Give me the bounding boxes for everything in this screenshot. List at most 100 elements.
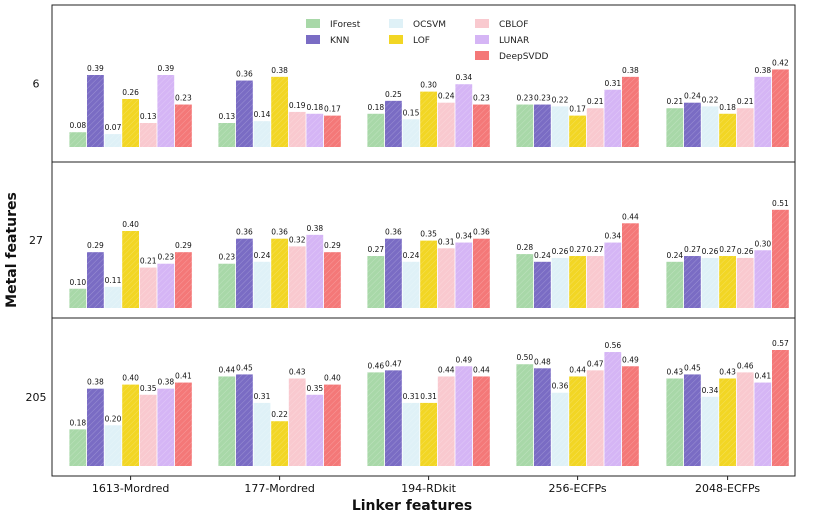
bar-value-label: 0.36 <box>473 228 490 237</box>
y-axis-title: Metal features <box>4 192 20 308</box>
bar-value-label: 0.23 <box>218 253 235 262</box>
bar-iforest <box>367 372 385 466</box>
bar-value-label: 0.36 <box>385 228 402 237</box>
bar-value-label: 0.39 <box>87 64 104 73</box>
bar-ocsvm <box>551 106 569 147</box>
legend-swatch <box>475 35 489 44</box>
bar-value-label: 0.35 <box>306 384 323 393</box>
bar-value-label: 0.28 <box>516 243 533 252</box>
bar-value-label: 0.43 <box>289 367 306 376</box>
panels-layer: 6 27 205 <box>26 4 796 477</box>
bar-value-label: 0.29 <box>87 241 104 250</box>
bar-deepsvdd <box>324 252 341 308</box>
bar-cblof <box>437 248 455 308</box>
bar-value-label: 0.36 <box>271 228 288 237</box>
panel-row-label: 6 <box>33 78 40 91</box>
bar-value-label: 0.23 <box>175 94 192 103</box>
legend-label: IForest <box>330 20 361 30</box>
bar-value-label: 0.44 <box>622 212 639 221</box>
legend-swatch <box>306 35 320 44</box>
bar-value-label: 0.31 <box>420 392 437 401</box>
legend-label: DeepSVDD <box>499 52 549 62</box>
bar-knn <box>87 252 104 308</box>
bar-value-label: 0.44 <box>473 365 490 374</box>
bar-iforest <box>218 263 236 308</box>
bar-value-label: 0.21 <box>587 97 604 106</box>
panel-row-label: 27 <box>29 234 43 247</box>
bar-value-label: 0.24 <box>438 92 455 101</box>
bar-lof <box>271 76 288 147</box>
bar-value-label: 0.43 <box>666 367 683 376</box>
bar-cblof <box>736 257 754 308</box>
bar-value-label: 0.30 <box>420 81 437 90</box>
bar-value-label: 0.08 <box>69 121 86 130</box>
bar-value-label: 0.38 <box>306 224 323 233</box>
bar-value-label: 0.57 <box>772 339 789 348</box>
bar-deepsvdd <box>473 104 490 147</box>
bar-lunar <box>455 84 473 147</box>
bar-value-label: 0.24 <box>666 251 683 260</box>
bar-value-label: 0.26 <box>552 247 569 256</box>
bar-iforest <box>516 254 534 308</box>
bar-iforest <box>367 113 385 147</box>
bar-value-label: 0.42 <box>772 58 789 67</box>
bar-value-label: 0.51 <box>772 199 789 208</box>
bar-value-label: 0.31 <box>438 237 455 246</box>
bar-lunar <box>157 263 175 308</box>
bar-lunar <box>455 242 473 308</box>
bar-iforest <box>666 261 684 308</box>
bar-lof <box>569 115 586 147</box>
bar-cblof <box>437 376 455 466</box>
bar-knn <box>684 256 701 308</box>
bar-deepsvdd <box>772 209 789 308</box>
bar-value-label: 0.44 <box>218 365 235 374</box>
bar-ocsvm <box>701 257 719 308</box>
bar-ocsvm <box>253 261 271 308</box>
bar-value-label: 0.21 <box>140 257 157 266</box>
legend-label: CBLOF <box>499 20 528 30</box>
bar-value-label: 0.13 <box>218 112 235 121</box>
bar-value-label: 0.25 <box>385 90 402 99</box>
bar-knn <box>87 388 104 466</box>
bar-lunar <box>604 89 622 147</box>
bar-value-label: 0.17 <box>324 105 341 114</box>
bar-value-label: 0.56 <box>604 341 621 350</box>
bar-knn <box>534 261 551 308</box>
x-axis-title: Linker features <box>352 498 472 514</box>
bar-ocsvm <box>253 402 271 466</box>
bar-iforest <box>666 108 684 147</box>
bar-value-label: 0.41 <box>754 372 771 381</box>
bar-ocsvm <box>402 402 420 466</box>
bar-value-label: 0.41 <box>175 372 192 381</box>
bar-value-label: 0.24 <box>254 251 271 260</box>
bar-lunar <box>306 394 324 466</box>
x-tick-label: 1613-Mordred <box>92 482 170 495</box>
bar-lunar <box>754 250 772 308</box>
bar-value-label: 0.36 <box>236 70 253 79</box>
bar-value-label: 0.13 <box>140 112 157 121</box>
bar-lof <box>420 402 437 466</box>
bar-value-label: 0.21 <box>666 97 683 106</box>
bar-value-label: 0.39 <box>157 64 174 73</box>
bar-value-label: 0.36 <box>236 228 253 237</box>
panel-frame <box>51 317 796 477</box>
bar-lof <box>569 256 586 308</box>
bar-ocsvm <box>402 119 420 147</box>
bar-lof <box>569 376 586 466</box>
bar-lof <box>719 378 736 466</box>
bar-deepsvdd <box>324 384 341 466</box>
bar-iforest <box>367 256 385 308</box>
bar-deepsvdd <box>622 366 639 466</box>
bar-lof <box>122 99 139 147</box>
bar-iforest <box>69 429 87 466</box>
bar-deepsvdd <box>622 223 639 308</box>
bar-value-label: 0.34 <box>702 386 719 395</box>
bar-knn <box>385 370 402 466</box>
bar-value-label: 0.30 <box>754 239 771 248</box>
bar-value-label: 0.43 <box>719 367 736 376</box>
bar-value-label: 0.44 <box>438 365 455 374</box>
bar-value-label: 0.27 <box>684 245 701 254</box>
bar-value-label: 0.35 <box>420 230 437 239</box>
bar-value-label: 0.38 <box>622 66 639 75</box>
